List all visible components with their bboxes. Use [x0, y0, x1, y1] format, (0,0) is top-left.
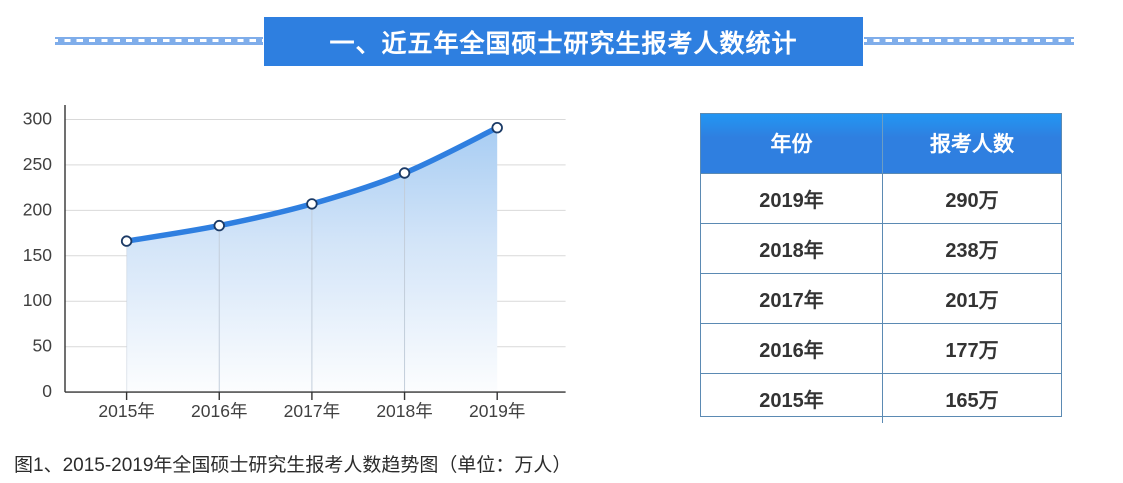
svg-text:300: 300: [23, 109, 52, 129]
svg-text:150: 150: [23, 245, 52, 265]
svg-text:200: 200: [23, 199, 52, 219]
svg-text:0: 0: [42, 381, 52, 401]
svg-text:2019年: 2019年: [469, 401, 525, 421]
svg-text:50: 50: [33, 336, 53, 356]
svg-text:2018年: 2018年: [376, 401, 432, 421]
svg-text:2017年: 2017年: [284, 401, 340, 421]
svg-text:100: 100: [23, 290, 52, 310]
svg-text:250: 250: [23, 154, 52, 174]
svg-text:2015年: 2015年: [98, 401, 154, 421]
svg-text:2016年: 2016年: [191, 401, 247, 421]
